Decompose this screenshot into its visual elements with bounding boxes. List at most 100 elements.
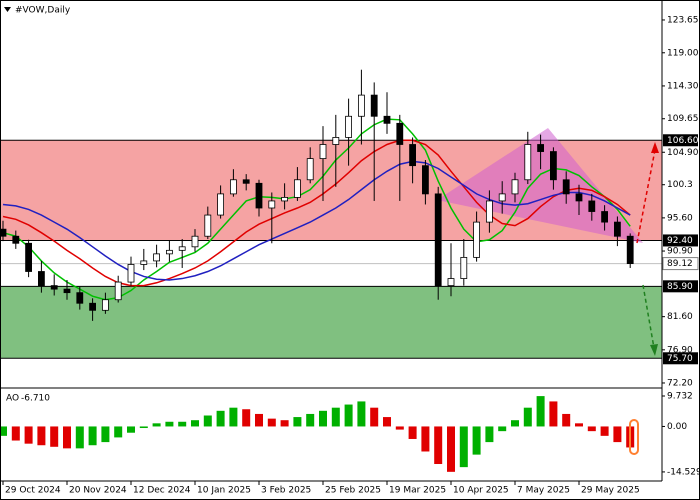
level-label-box (663, 234, 698, 247)
y-tick-label: 114.30 (667, 81, 699, 91)
y-tick-label: 0.00 (667, 422, 687, 432)
down-arrow-head (650, 344, 658, 356)
ao-bar (191, 420, 199, 427)
candle-body (50, 285, 58, 290)
ao-bar (203, 415, 212, 427)
level-label: 92.40 (667, 236, 693, 246)
x-tick-label: 3 Feb 2025 (261, 486, 311, 496)
y-tick-label: 119.00 (667, 48, 699, 58)
x-tick-label: 12 Dec 2024 (133, 486, 191, 496)
ao-bar (357, 401, 366, 427)
ao-bar (600, 426, 609, 436)
candle-body (63, 288, 71, 294)
ao-bar (165, 421, 174, 427)
ao-bar (178, 421, 187, 427)
y-tick-label: 76.90 (667, 345, 693, 355)
zone (0, 286, 662, 359)
ao-bar (575, 423, 583, 427)
x-tick-label: 29 Oct 2024 (5, 486, 61, 496)
candle-body (191, 235, 199, 248)
y-tick-label: 100.3 (667, 180, 693, 190)
candle-body (268, 200, 276, 209)
ao-current: -6.710 (21, 394, 50, 404)
candle-body (12, 235, 20, 244)
level-label-box (663, 352, 698, 365)
ao-bar (370, 407, 379, 427)
x-tick-label: 29 May 2025 (581, 486, 640, 496)
y-tick-label: 104.90 (667, 148, 699, 158)
x-tick-label: 20 Nov 2024 (69, 486, 127, 496)
candle-body (178, 246, 186, 251)
level-label: 106.60 (667, 136, 699, 146)
candle-body (319, 144, 327, 160)
candle-body (114, 281, 122, 301)
ao-bar (88, 426, 97, 446)
up-arrow (636, 149, 656, 244)
candle-body (293, 179, 301, 198)
candle-body (165, 249, 173, 255)
candle-body (396, 122, 404, 145)
candle-body (601, 211, 608, 223)
ao-bar (229, 407, 238, 427)
title-icon (4, 7, 11, 12)
ao-bar (408, 426, 417, 439)
candle-body (229, 179, 237, 195)
ao-bar (421, 426, 430, 452)
candle-body (345, 115, 353, 138)
candle-body (89, 302, 96, 311)
candle-body (153, 253, 161, 262)
x-tick-label: 10 Jan 2025 (197, 486, 251, 496)
y-tick-label: 109.65 (667, 114, 699, 124)
candle-body (588, 200, 596, 212)
candle-body (370, 94, 378, 117)
candle-body (575, 193, 583, 202)
ao-bar (280, 420, 289, 427)
y-tick-label: 72.20 (667, 378, 693, 388)
candle-body (409, 144, 417, 167)
ao-title: AO (6, 394, 19, 404)
ao-bar (511, 420, 519, 427)
y-tick-label: 81.60 (667, 312, 693, 322)
candle-body (76, 292, 84, 304)
candle-body (281, 197, 289, 202)
ao-window (0, 396, 635, 472)
x-tick-label: 10 Apr 2025 (453, 486, 509, 496)
ao-bar (331, 407, 340, 427)
candle-body (102, 299, 109, 311)
chart-title: #VOW,Daily (15, 6, 71, 16)
forecast-arrows (636, 142, 659, 356)
ao-bar (549, 401, 558, 427)
x-tick-label: 19 Mar 2025 (389, 486, 446, 496)
ao-bar (139, 426, 148, 429)
ao-bar (395, 426, 404, 430)
ao-bar (75, 426, 84, 449)
ao-bar (344, 404, 353, 427)
y-tick-label: 90.90 (667, 247, 693, 257)
ao-bar (447, 426, 455, 472)
ao-bar (613, 426, 622, 443)
candle-body (255, 182, 263, 209)
candle-body (38, 271, 45, 287)
level-label-box (663, 280, 698, 293)
ao-bar (587, 426, 596, 432)
ao-bar (293, 417, 302, 427)
ao-bar (383, 417, 391, 427)
highlight (629, 419, 639, 455)
candle-body (511, 179, 519, 195)
moving-average (2, 160, 631, 281)
moving-average (2, 139, 631, 287)
candle-body (306, 158, 314, 181)
candle-body (473, 221, 481, 258)
candle-body (217, 193, 225, 216)
candles (0, 69, 634, 321)
candle-body (0, 228, 7, 237)
ao-bar (472, 426, 481, 455)
ao-bar (319, 410, 327, 427)
ao-bar (485, 426, 494, 443)
candle-body (204, 214, 212, 237)
ao-bar (267, 418, 276, 427)
candle-body (485, 200, 493, 223)
ao-bar (101, 426, 110, 443)
ao-bar (536, 396, 545, 427)
up-arrow-head (651, 142, 659, 153)
